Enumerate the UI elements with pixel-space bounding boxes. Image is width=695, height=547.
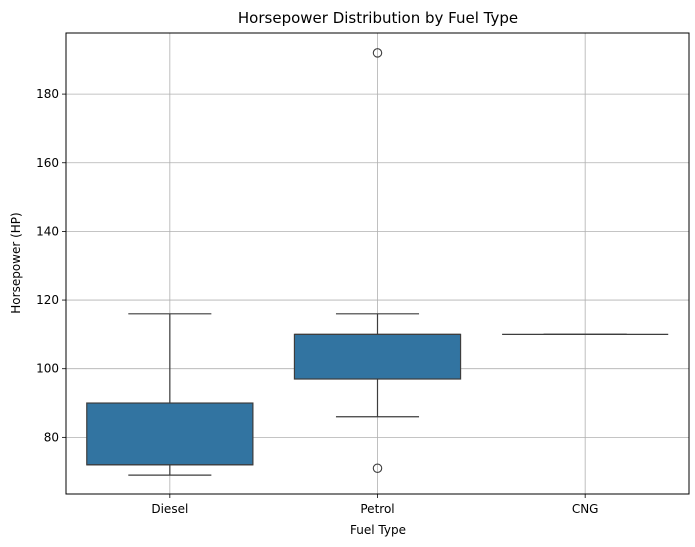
outlier-point	[372, 463, 383, 474]
box-diesel	[86, 313, 254, 476]
y-axis: 80 100 120 140 160 180	[36, 87, 66, 444]
x-axis: Diesel Petrol CNG	[151, 494, 598, 516]
box-iqr	[293, 333, 462, 380]
x-tick-label: Diesel	[151, 502, 188, 516]
box-petrol	[293, 48, 462, 474]
box-plots	[86, 48, 669, 476]
y-tick-label: 80	[44, 430, 59, 444]
y-tick-label: 120	[36, 293, 59, 307]
y-axis-label: Horsepower (HP)	[9, 212, 23, 313]
chart-title: Horsepower Distribution by Fuel Type	[238, 9, 518, 27]
x-tick-label: Petrol	[360, 502, 394, 516]
y-tick-label: 140	[36, 224, 59, 238]
box-iqr	[86, 402, 254, 466]
y-tick-label: 100	[36, 362, 59, 376]
outlier-point	[372, 48, 383, 58]
x-axis-label: Fuel Type	[350, 523, 406, 537]
y-tick-label: 160	[36, 156, 59, 170]
y-tick-label: 180	[36, 87, 59, 101]
x-tick-label: CNG	[572, 502, 599, 516]
